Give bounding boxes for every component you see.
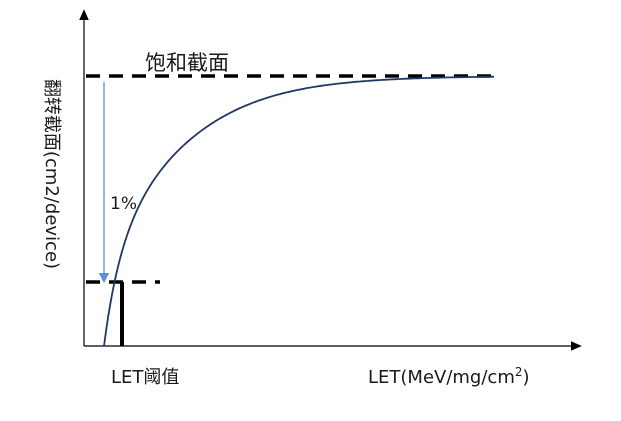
cross-section-curve (103, 75, 494, 347)
x-axis-label: LET(MeV/mg/cm2) (368, 365, 530, 388)
y-axis-label: 翻转截面(cm2/device) (41, 79, 62, 269)
threshold-label: LET阈值 (111, 367, 179, 388)
percent-label: 1% (110, 194, 137, 214)
saturation-label: 饱和截面 (145, 51, 229, 75)
